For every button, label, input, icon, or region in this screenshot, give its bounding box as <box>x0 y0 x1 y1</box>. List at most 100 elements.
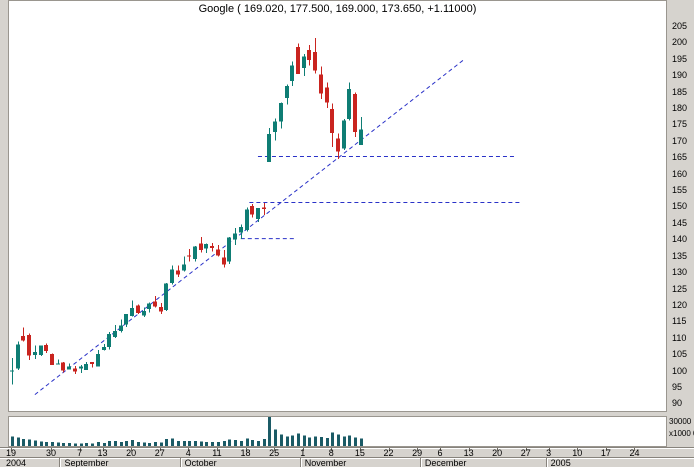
price-tick-label: 185 <box>672 86 688 97</box>
volume-bar <box>85 443 88 446</box>
date-tick-mark <box>577 448 579 451</box>
volume-bar <box>348 435 351 446</box>
volume-bar <box>308 437 311 446</box>
candle-up <box>359 129 363 146</box>
month-label: November <box>304 458 347 467</box>
volume-axis: 30000 x1000 00 <box>667 416 694 447</box>
date-tick-mark <box>79 448 81 451</box>
date-tick-label: 30 <box>46 448 57 458</box>
volume-bar <box>280 434 283 446</box>
chart-title: Google ( 169.020, 177.500, 169.000, 173.… <box>198 3 477 15</box>
price-tick-label: 165 <box>672 152 688 163</box>
date-tick-label: 1 <box>300 448 306 458</box>
date-tick-mark <box>102 448 104 451</box>
date-tick-mark <box>634 448 636 451</box>
price-tick-label: 170 <box>672 135 688 146</box>
date-tick-mark <box>388 448 390 451</box>
month-label: 2005 <box>550 458 571 467</box>
volume-bar <box>34 440 37 446</box>
date-tick-mark <box>359 448 361 451</box>
price-tick-label: 145 <box>672 217 688 228</box>
volume-bar <box>240 440 243 446</box>
volume-bar <box>68 443 71 446</box>
volume-bar <box>188 441 191 446</box>
date-tick-label: 27 <box>520 448 531 458</box>
candle-up <box>256 208 260 219</box>
volume-bar <box>143 442 146 446</box>
volume-bar <box>154 442 157 446</box>
month-separator <box>545 458 547 467</box>
date-tick-mark <box>331 448 333 451</box>
volume-bar <box>97 442 100 446</box>
candle-down <box>313 52 317 71</box>
candle-up <box>147 303 151 310</box>
candle-down <box>250 205 254 215</box>
candle-down <box>336 138 340 152</box>
candle-down <box>61 362 65 371</box>
volume-bar <box>343 436 346 446</box>
candle-down <box>222 257 226 265</box>
price-pane[interactable]: Google ( 169.020, 177.500, 169.000, 173.… <box>8 0 667 412</box>
date-tick-mark <box>216 448 218 451</box>
month-label: 2004 <box>6 458 27 467</box>
volume-pane[interactable] <box>8 416 667 447</box>
volume-plot[interactable] <box>9 417 666 446</box>
month-separator <box>419 458 421 467</box>
candle-up <box>84 364 88 370</box>
candlestick-plot[interactable] <box>9 1 666 411</box>
candle-up <box>107 333 111 347</box>
month-separator <box>59 458 61 467</box>
volume-bar <box>103 442 106 446</box>
price-tick-label: 105 <box>672 349 688 360</box>
date-tick-label: 29 <box>412 448 423 458</box>
candle-up <box>79 366 83 369</box>
date-tick-mark <box>245 448 247 451</box>
date-tick-label: 4 <box>185 448 191 458</box>
volume-bar <box>274 429 277 446</box>
candle-up <box>56 363 60 365</box>
price-tick-label: 155 <box>672 185 688 196</box>
date-tick-label: 19 <box>5 448 16 458</box>
candle-up <box>267 133 271 162</box>
candle-up <box>227 237 231 262</box>
price-tick-label: 110 <box>672 332 687 343</box>
date-tick-mark <box>159 448 161 451</box>
candle-down <box>262 207 266 210</box>
price-axis: 205 200 195 190 185 180 175 170 165 160 155 150 145 1… <box>667 0 694 412</box>
date-tick-mark <box>188 448 190 451</box>
candle-up <box>124 314 128 325</box>
volume-bar <box>131 440 134 446</box>
candle-down <box>73 368 77 372</box>
volume-bar <box>326 437 329 446</box>
volume-bar <box>228 439 231 446</box>
volume-bar <box>137 442 140 446</box>
date-tick-mark <box>497 448 499 451</box>
price-tick-label: 160 <box>672 168 688 179</box>
volume-bar <box>114 441 117 446</box>
date-tick-mark <box>417 448 419 451</box>
volume-bar <box>360 438 363 446</box>
date-tick-mark <box>274 448 276 451</box>
candle-up <box>279 103 283 122</box>
candle-down <box>44 345 48 352</box>
candle-up <box>239 226 243 233</box>
month-label: September <box>64 458 109 467</box>
date-tick-mark <box>548 448 550 451</box>
volume-bar <box>286 436 289 446</box>
volume-bar <box>337 434 340 446</box>
candle-down <box>319 74 323 94</box>
volume-bar <box>303 435 306 446</box>
volume-bar <box>263 439 266 446</box>
candle-up <box>119 325 123 332</box>
candle-up <box>164 283 168 310</box>
volume-bar <box>234 440 237 446</box>
volume-bar <box>91 443 94 446</box>
volume-bar <box>125 441 128 446</box>
volume-bar <box>320 436 323 446</box>
candle-down <box>153 301 157 307</box>
volume-bar <box>205 441 208 446</box>
candle-up <box>96 354 100 367</box>
date-tick-label: 8 <box>328 448 334 458</box>
volume-bar <box>177 441 180 446</box>
